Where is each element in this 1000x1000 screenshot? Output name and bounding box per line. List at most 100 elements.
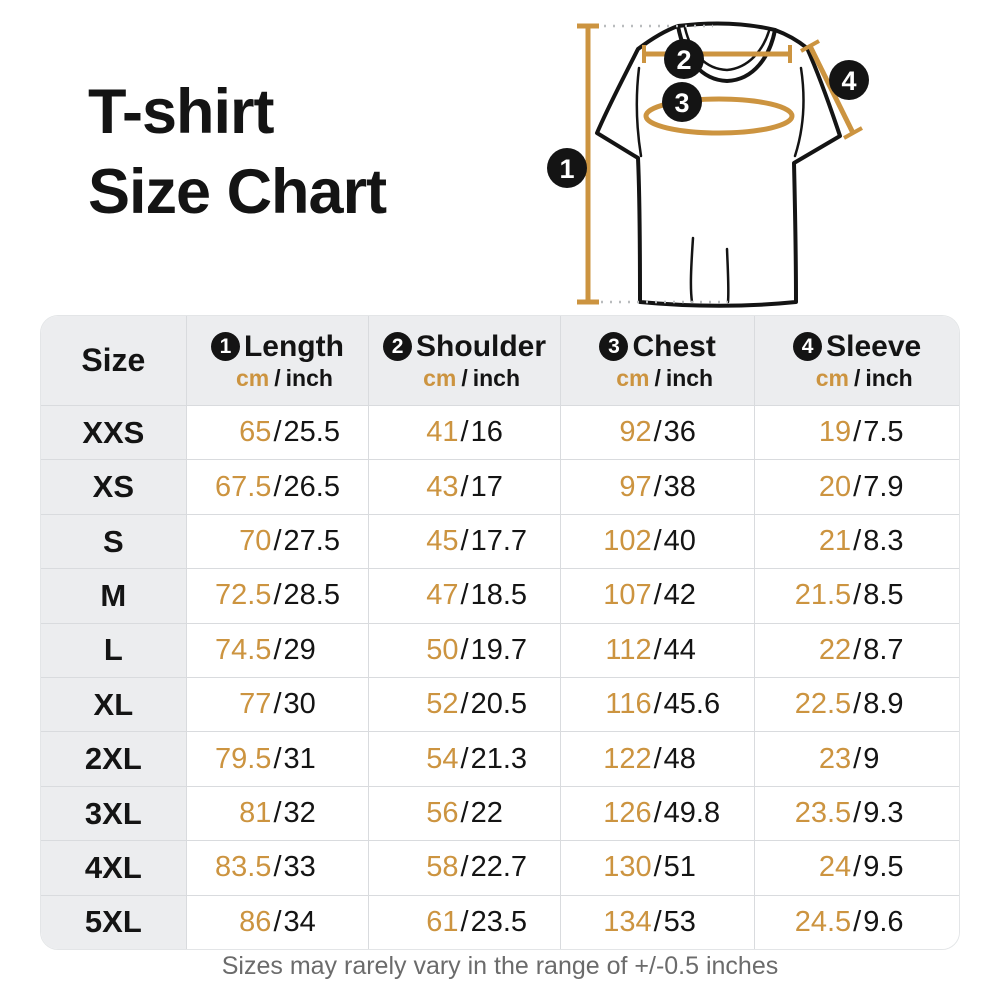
inch-value: 31: [283, 742, 316, 775]
size-label: XXS: [41, 406, 186, 460]
measurement-cell: 21/8.3: [754, 514, 959, 569]
size-label: 5XL: [41, 895, 186, 949]
measurement-cell: 97/38: [559, 460, 755, 514]
value-separator: /: [273, 633, 282, 666]
measurement-cell: 81/32: [185, 786, 369, 841]
table-row: S 70/27.5 45/17.7 102/40 21/8.3: [41, 513, 959, 569]
length-badge-number: 1: [559, 154, 574, 184]
value-separator: /: [853, 742, 862, 775]
inch-value: 44: [663, 633, 696, 666]
value-separator: /: [653, 688, 662, 721]
size-label: 4XL: [41, 841, 186, 895]
measurement-cell: 22/8.7: [754, 623, 959, 678]
inch-value: 28.5: [283, 579, 340, 612]
cm-value: 56: [426, 797, 459, 830]
cm-value: 130: [603, 851, 652, 884]
value-separator: /: [273, 416, 282, 449]
size-table: Size 1 Length cm / inch 2 Shoulder: [40, 315, 960, 950]
cm-value: 72.5: [214, 579, 272, 612]
chest-column-header: 3 Chest cm / inch: [559, 316, 755, 405]
cm-value: 19: [818, 416, 852, 449]
inch-value: 25.5: [283, 416, 340, 449]
cm-value: 67.5: [214, 470, 272, 503]
cm-value: 54: [426, 742, 459, 775]
value-separator: /: [460, 579, 469, 612]
unit-separator: /: [274, 364, 281, 391]
value-separator: /: [273, 797, 282, 830]
inch-value: 17.7: [470, 525, 528, 558]
chest-header-badge-icon: 3: [599, 332, 629, 361]
unit-separator: /: [461, 364, 468, 391]
measurement-cell: 23.5/9.3: [754, 786, 959, 841]
size-column-header: Size: [81, 342, 146, 378]
inch-value: 20.5: [470, 688, 528, 721]
value-separator: /: [853, 851, 862, 884]
value-separator: /: [853, 579, 862, 612]
inch-value: 9.5: [863, 851, 904, 884]
table-row: XL 77/30 52/20.5 116/45.6 22.5/8.9: [41, 677, 959, 732]
unit-cm: cm: [423, 364, 457, 391]
cm-value: 122: [603, 742, 652, 775]
inch-value: 40: [663, 525, 696, 558]
inch-value: 27.5: [283, 525, 340, 558]
measurement-cell: 54/21.3: [368, 732, 560, 786]
value-separator: /: [460, 851, 469, 884]
value-separator: /: [653, 579, 662, 612]
value-separator: /: [653, 525, 662, 558]
length-header-badge-icon: 1: [210, 332, 240, 361]
value-separator: /: [273, 470, 282, 503]
chest-badge-icon: 3: [662, 82, 702, 122]
unit-cm: cm: [815, 364, 849, 391]
value-separator: /: [653, 905, 662, 938]
inch-value: 21.3: [470, 742, 528, 775]
cm-value: 74.5: [214, 633, 272, 666]
inch-value: 33: [283, 851, 316, 884]
inch-value: 19.7: [470, 633, 528, 666]
measurement-cell: 67.5/26.5: [185, 460, 369, 514]
cm-value: 24: [818, 851, 852, 884]
measurement-cell: 19/7.5: [754, 406, 959, 460]
inch-value: 48: [663, 742, 696, 775]
cm-value: 41: [426, 416, 459, 449]
value-separator: /: [853, 470, 862, 503]
unit-cm: cm: [616, 364, 650, 391]
inch-value: 8.3: [863, 525, 904, 558]
chest-header-label: Chest: [632, 329, 716, 363]
cm-value: 83.5: [214, 851, 272, 884]
cm-value: 92: [619, 416, 652, 449]
length-header-label: Length: [243, 329, 344, 363]
measurement-cell: 134/53: [559, 895, 755, 949]
cm-value: 65: [239, 416, 272, 449]
cm-value: 58: [426, 851, 459, 884]
value-separator: /: [653, 633, 662, 666]
shoulder-badge-icon: 2: [664, 39, 704, 79]
value-separator: /: [273, 851, 282, 884]
value-separator: /: [853, 688, 862, 721]
measurement-cell: 72.5/28.5: [185, 569, 369, 623]
inch-value: 9.6: [863, 905, 904, 938]
measurement-cell: 52/20.5: [368, 678, 560, 732]
measurement-cell: 24.5/9.6: [754, 895, 959, 949]
measurement-cell: 22.5/8.9: [754, 678, 959, 732]
cm-value: 107: [603, 579, 652, 612]
inch-value: 26.5: [283, 470, 340, 503]
measurement-cell: 50/19.7: [368, 623, 560, 678]
inch-value: 36: [663, 416, 696, 449]
inch-value: 29: [283, 633, 316, 666]
measurement-cell: 74.5/29: [185, 623, 369, 678]
value-separator: /: [653, 470, 662, 503]
measurement-cell: 21.5/8.5: [754, 569, 959, 623]
value-separator: /: [853, 905, 862, 938]
value-separator: /: [460, 416, 469, 449]
footer-note: Sizes may rarely vary in the range of +/…: [221, 952, 779, 980]
tshirt-measurement-diagram: 1 2 3 4: [547, 21, 869, 308]
cm-value: 112: [605, 633, 652, 666]
measurement-cell: 112/44: [559, 623, 755, 678]
measurement-cell: 23/9: [754, 732, 959, 786]
table-row: 2XL 79.5/31 54/21.3 122/48 23/9: [41, 731, 959, 786]
table-row: 4XL 83.5/33 58/22.7 130/51 24/9.5: [41, 840, 959, 895]
measurement-cell: 41/16: [368, 406, 560, 460]
value-separator: /: [853, 416, 862, 449]
cm-value: 50: [426, 633, 459, 666]
